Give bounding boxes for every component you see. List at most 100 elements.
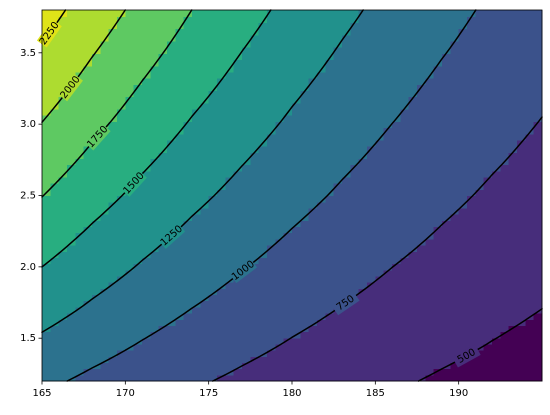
fill-cell xyxy=(183,232,193,240)
fill-cell xyxy=(158,368,168,376)
fill-cell xyxy=(267,343,276,351)
fill-cell xyxy=(367,368,376,376)
fill-cell xyxy=(250,306,260,314)
fill-cell xyxy=(367,220,376,228)
fill-cell xyxy=(58,183,68,190)
fill-cell xyxy=(233,102,243,110)
fill-cell xyxy=(200,300,210,308)
fill-cell xyxy=(342,312,351,320)
fill-cell xyxy=(333,121,343,129)
fill-cell xyxy=(217,306,226,314)
fill-cell xyxy=(108,275,118,283)
fill-cell xyxy=(100,294,110,302)
fill-cell xyxy=(392,16,401,23)
fill-cell xyxy=(483,133,493,141)
fill-cell xyxy=(242,10,251,17)
fill-cell xyxy=(200,288,210,296)
fill-cell xyxy=(217,22,226,30)
fill-cell xyxy=(242,294,251,302)
fill-cell xyxy=(317,133,326,141)
fill-cell xyxy=(408,139,418,147)
fill-cell xyxy=(408,121,418,129)
fill-cell xyxy=(217,226,226,234)
fill-cell xyxy=(108,214,118,221)
fill-cell xyxy=(367,214,376,221)
fill-cell xyxy=(342,108,351,116)
fill-cell xyxy=(500,306,510,314)
fill-cell xyxy=(375,71,385,79)
fill-cell xyxy=(442,189,451,197)
fill-cell xyxy=(167,108,176,116)
fill-cell xyxy=(108,47,118,54)
fill-cell xyxy=(125,195,135,203)
fill-cell xyxy=(125,16,135,23)
fill-cell xyxy=(267,220,276,228)
fill-cell xyxy=(75,152,85,159)
fill-cell xyxy=(350,362,360,370)
fill-cell xyxy=(358,269,368,277)
fill-cell xyxy=(483,53,493,61)
fill-cell xyxy=(108,207,118,215)
fill-cell xyxy=(433,244,443,252)
fill-cell xyxy=(392,207,401,215)
fill-cell xyxy=(50,133,60,141)
fill-cell xyxy=(158,121,168,129)
fill-cell xyxy=(367,133,376,141)
fill-cell xyxy=(133,331,143,339)
fill-cell xyxy=(167,195,176,203)
fill-cell xyxy=(42,300,51,308)
fill-cell xyxy=(167,294,176,302)
fill-cell xyxy=(450,207,460,215)
fill-cell xyxy=(225,189,235,197)
fill-cell xyxy=(450,189,460,197)
fill-cell xyxy=(283,300,293,308)
fill-cell xyxy=(392,294,401,302)
fill-cell xyxy=(475,152,485,159)
fill-cell xyxy=(317,183,326,190)
fill-cell xyxy=(467,90,476,98)
fill-cell xyxy=(408,356,418,364)
fill-cell xyxy=(533,275,543,283)
fill-cell xyxy=(217,152,226,159)
fill-cell xyxy=(242,238,251,246)
fill-cell xyxy=(442,300,451,308)
fill-cell xyxy=(325,115,335,122)
fill-cell xyxy=(442,16,451,23)
fill-cell xyxy=(350,356,360,364)
fill-cell xyxy=(308,170,318,178)
fill-cell xyxy=(408,59,418,67)
fill-cell xyxy=(483,306,493,314)
fill-cell xyxy=(383,16,393,23)
fill-cell xyxy=(158,319,168,326)
fill-cell xyxy=(333,164,343,172)
fill-cell xyxy=(200,65,210,73)
fill-cell xyxy=(192,22,201,30)
fill-cell xyxy=(350,84,360,91)
fill-cell xyxy=(342,115,351,122)
fill-cell xyxy=(508,207,518,215)
fill-cell xyxy=(83,121,93,129)
fill-cell xyxy=(392,325,401,333)
fill-cell xyxy=(67,152,76,159)
fill-cell xyxy=(475,226,485,234)
fill-cell xyxy=(333,16,343,23)
fill-cell xyxy=(133,368,143,376)
fill-cell xyxy=(333,59,343,67)
fill-cell xyxy=(125,275,135,283)
fill-cell xyxy=(500,275,510,283)
fill-cell xyxy=(483,362,493,370)
fill-cell xyxy=(533,244,543,252)
fill-cell xyxy=(117,28,126,36)
fill-cell xyxy=(217,312,226,320)
fill-cell xyxy=(67,362,76,370)
fill-cell xyxy=(333,275,343,283)
fill-cell xyxy=(317,189,326,197)
fill-cell xyxy=(467,201,476,209)
fill-cell xyxy=(408,22,418,30)
fill-cell xyxy=(108,319,118,326)
fill-cell xyxy=(533,59,543,67)
fill-cell xyxy=(392,59,401,67)
fill-cell xyxy=(150,282,160,289)
fill-cell xyxy=(508,343,518,351)
fill-cell xyxy=(342,53,351,61)
